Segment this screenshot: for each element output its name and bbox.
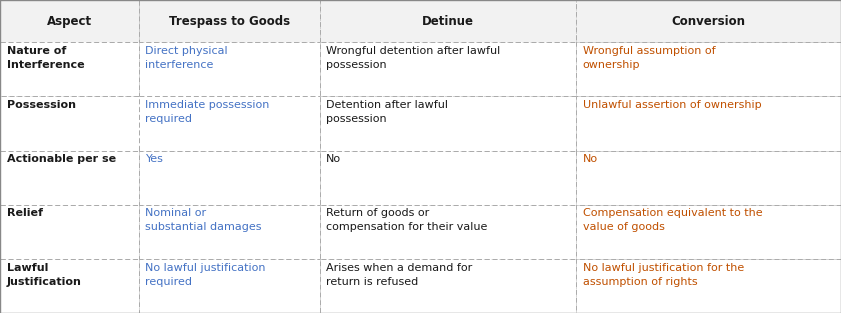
Text: Detention after lawful
possession: Detention after lawful possession	[326, 100, 448, 124]
Text: Nature of
Interference: Nature of Interference	[7, 46, 84, 70]
Bar	[0, 259, 139, 313]
Bar	[0, 151, 139, 205]
Text: Relief: Relief	[7, 208, 43, 218]
Text: Actionable per se: Actionable per se	[7, 154, 116, 164]
Bar	[320, 205, 576, 259]
Bar	[576, 0, 841, 42]
Text: Trespass to Goods: Trespass to Goods	[168, 15, 290, 28]
Bar	[320, 259, 576, 313]
Text: Unlawful assertion of ownership: Unlawful assertion of ownership	[583, 100, 761, 110]
Bar	[139, 0, 320, 42]
Bar	[576, 151, 841, 205]
Bar	[576, 96, 841, 151]
Bar	[0, 205, 139, 259]
Bar	[320, 96, 576, 151]
Text: Wrongful detention after lawful
possession: Wrongful detention after lawful possessi…	[326, 46, 500, 70]
Text: Aspect: Aspect	[47, 15, 92, 28]
Bar	[320, 151, 576, 205]
Bar	[139, 259, 320, 313]
Bar	[0, 96, 139, 151]
Bar	[576, 205, 841, 259]
Text: No lawful justification for the
assumption of rights: No lawful justification for the assumpti…	[583, 263, 744, 287]
Text: Arises when a demand for
return is refused: Arises when a demand for return is refus…	[326, 263, 473, 287]
Text: Immediate possession
required: Immediate possession required	[145, 100, 270, 124]
Text: Return of goods or
compensation for their value: Return of goods or compensation for thei…	[326, 208, 488, 233]
Bar	[576, 259, 841, 313]
Text: Direct physical
interference: Direct physical interference	[145, 46, 228, 70]
Text: No: No	[326, 154, 341, 164]
Text: Detinue: Detinue	[422, 15, 473, 28]
Text: Wrongful assumption of
ownership: Wrongful assumption of ownership	[583, 46, 716, 70]
Bar	[0, 42, 139, 96]
Bar	[139, 42, 320, 96]
Bar	[320, 0, 576, 42]
Bar	[0, 0, 139, 42]
Text: Possession: Possession	[7, 100, 76, 110]
Bar	[576, 42, 841, 96]
Text: No lawful justification
required: No lawful justification required	[145, 263, 266, 287]
Text: Nominal or
substantial damages: Nominal or substantial damages	[145, 208, 262, 233]
Text: No: No	[583, 154, 598, 164]
Bar	[320, 42, 576, 96]
Text: Lawful
Justification: Lawful Justification	[7, 263, 82, 287]
Text: Compensation equivalent to the
value of goods: Compensation equivalent to the value of …	[583, 208, 763, 233]
Bar	[139, 205, 320, 259]
Text: Conversion: Conversion	[672, 15, 745, 28]
Text: Yes: Yes	[145, 154, 163, 164]
Bar	[139, 151, 320, 205]
Bar	[139, 96, 320, 151]
